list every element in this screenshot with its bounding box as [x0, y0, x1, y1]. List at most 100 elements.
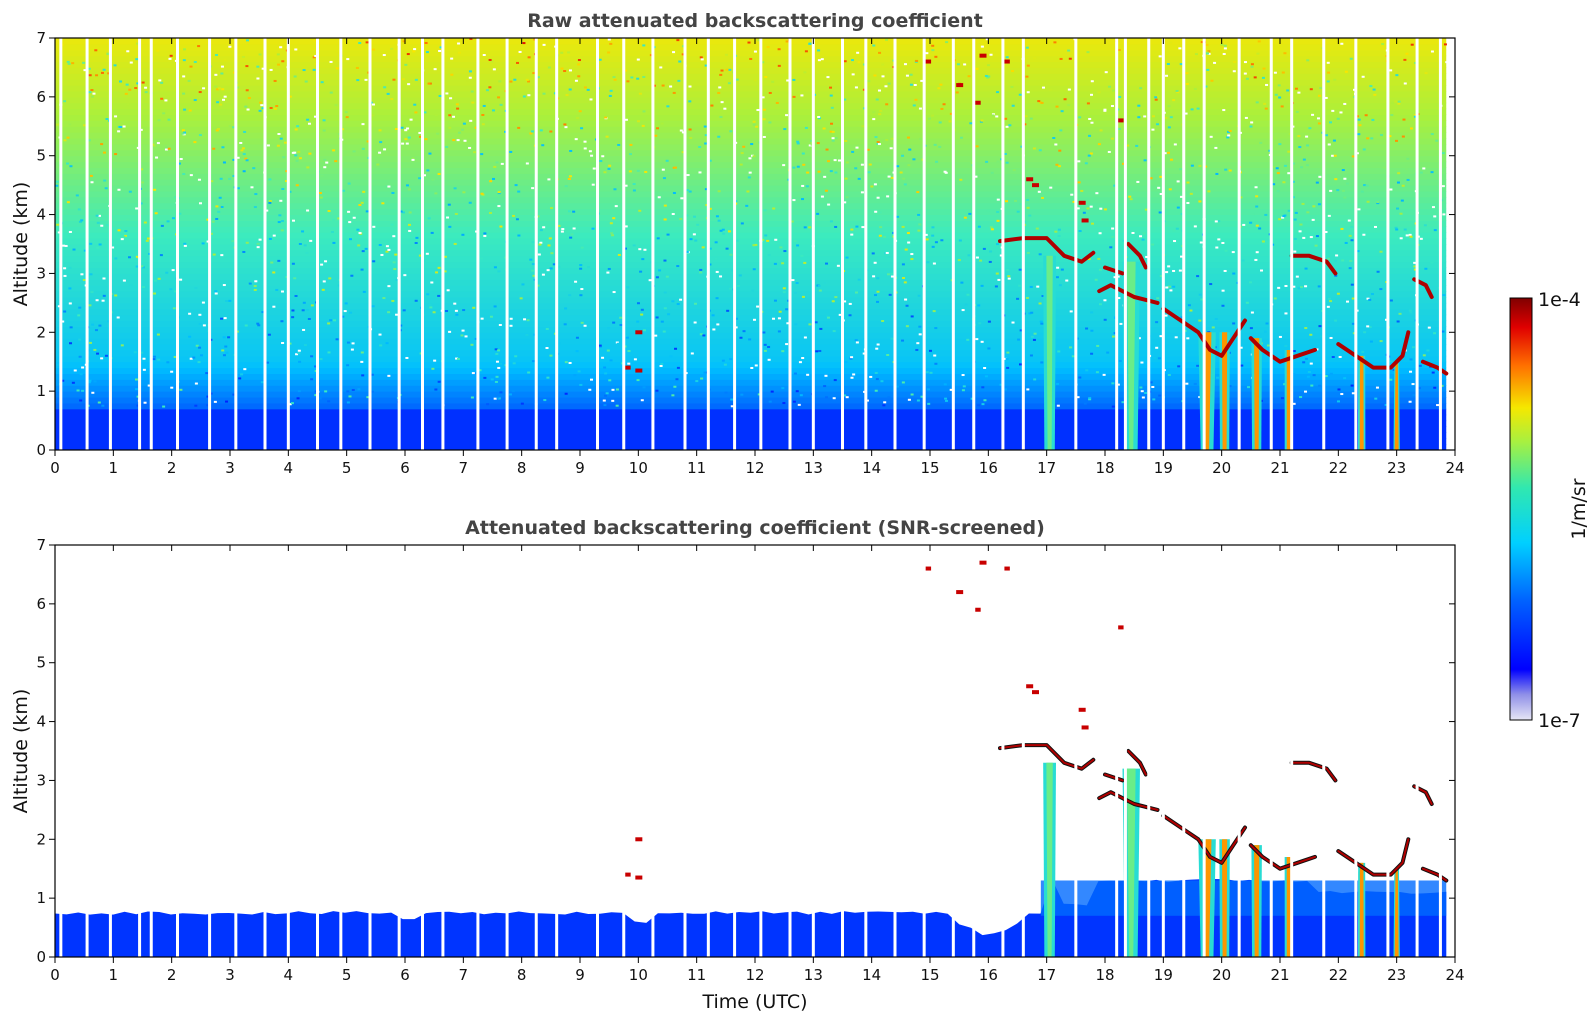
panel2-x-ticks: 0 1 2 3 4 5 6 7 8 9 10 11 12 13 14 15 16 17 18 19 20 21 22 23 24	[50, 545, 1465, 984]
noise-pixel	[1239, 346, 1243, 349]
noise-pixel	[183, 131, 187, 134]
noise-pixel	[69, 342, 73, 345]
noise-pixel	[860, 163, 864, 166]
noise-pixel	[1154, 96, 1158, 99]
noise-pixel	[173, 355, 177, 358]
noise-pixel	[198, 322, 202, 325]
noise-pixel	[663, 307, 667, 310]
rain-shaft-core	[1359, 355, 1364, 450]
noise-pixel	[783, 128, 787, 131]
noise-pixel	[904, 248, 908, 251]
noise-pixel	[1222, 52, 1226, 55]
noise-pixel	[457, 42, 461, 45]
noise-pixel	[808, 42, 812, 45]
noise-pixel	[1005, 161, 1009, 164]
noise-pixel	[1098, 303, 1102, 306]
noise-pixel	[538, 243, 542, 246]
noise-pixel	[1077, 160, 1081, 163]
cloud-speck	[1026, 177, 1034, 182]
noise-pixel	[754, 243, 758, 246]
noise-pixel	[214, 292, 218, 295]
noise-pixel	[372, 225, 376, 228]
noise-pixel	[1362, 233, 1366, 236]
noise-pixel	[302, 69, 306, 72]
noise-pixel	[1117, 297, 1121, 300]
noise-pixel	[1226, 136, 1230, 139]
noise-pixel	[1076, 396, 1080, 399]
noise-pixel	[1006, 366, 1010, 369]
noise-pixel	[346, 390, 350, 393]
noise-pixel	[1445, 61, 1449, 64]
noise-pixel	[1312, 374, 1316, 377]
noise-pixel	[1172, 285, 1176, 288]
noise-pixel	[793, 240, 797, 243]
noise-pixel	[1193, 87, 1197, 90]
background-band	[55, 126, 1447, 133]
noise-pixel	[228, 125, 232, 128]
noise-pixel	[679, 129, 683, 132]
noise-pixel	[793, 372, 797, 375]
noise-pixel	[824, 396, 828, 399]
background-band	[55, 138, 1447, 145]
background-band	[55, 249, 1447, 257]
noise-pixel	[636, 120, 640, 123]
data-gap	[1123, 38, 1127, 450]
rain-shaft-core	[1286, 349, 1291, 450]
background-band	[55, 167, 1447, 174]
noise-pixel	[727, 230, 731, 233]
noise-pixel	[334, 160, 338, 163]
background-band	[55, 273, 1447, 280]
noise-pixel	[722, 232, 726, 235]
noise-pixel	[305, 251, 309, 254]
noise-pixel	[1142, 290, 1146, 293]
noise-pixel	[619, 324, 623, 327]
noise-pixel	[1389, 360, 1393, 363]
noise-pixel	[153, 188, 157, 191]
noise-pixel	[599, 160, 603, 163]
background-band	[55, 426, 1447, 433]
noise-pixel	[761, 238, 765, 241]
data-gap	[1021, 38, 1025, 450]
noise-pixel	[232, 175, 236, 178]
noise-pixel	[1028, 312, 1032, 315]
noise-pixel	[574, 138, 578, 141]
noise-pixel	[424, 138, 428, 141]
noise-pixel	[669, 85, 673, 88]
noise-pixel	[957, 259, 961, 262]
x-tick-label: 9	[575, 459, 585, 477]
noise-pixel	[179, 388, 183, 391]
noise-pixel	[817, 115, 821, 118]
noise-pixel	[764, 234, 768, 237]
noise-pixel	[1057, 235, 1061, 238]
noise-pixel	[654, 134, 658, 137]
noise-pixel	[917, 213, 921, 216]
x-tick-label: 12	[745, 459, 764, 477]
noise-pixel	[151, 143, 155, 146]
noise-pixel	[430, 281, 434, 284]
noise-pixel	[1250, 63, 1254, 66]
noise-pixel	[1255, 205, 1259, 208]
noise-pixel	[1361, 350, 1365, 353]
noise-pixel	[268, 201, 272, 204]
noise-pixel	[140, 265, 144, 268]
noise-pixel	[1331, 154, 1335, 157]
noise-pixel	[910, 253, 914, 256]
noise-pixel	[931, 245, 935, 248]
noise-pixel	[1282, 215, 1286, 218]
noise-pixel	[878, 51, 882, 54]
noise-pixel	[1395, 228, 1399, 231]
noise-pixel	[445, 92, 449, 95]
noise-pixel	[1180, 212, 1184, 215]
noise-pixel	[693, 321, 697, 324]
noise-pixel	[1019, 329, 1023, 332]
noise-pixel	[829, 130, 833, 133]
noise-pixel	[221, 146, 225, 149]
noise-pixel	[1151, 115, 1155, 118]
noise-pixel	[678, 60, 682, 63]
background-band	[55, 214, 1447, 221]
noise-pixel	[804, 126, 808, 129]
noise-pixel	[1389, 378, 1393, 381]
data-gap	[596, 545, 599, 957]
noise-pixel	[708, 247, 712, 250]
noise-pixel	[405, 184, 409, 187]
